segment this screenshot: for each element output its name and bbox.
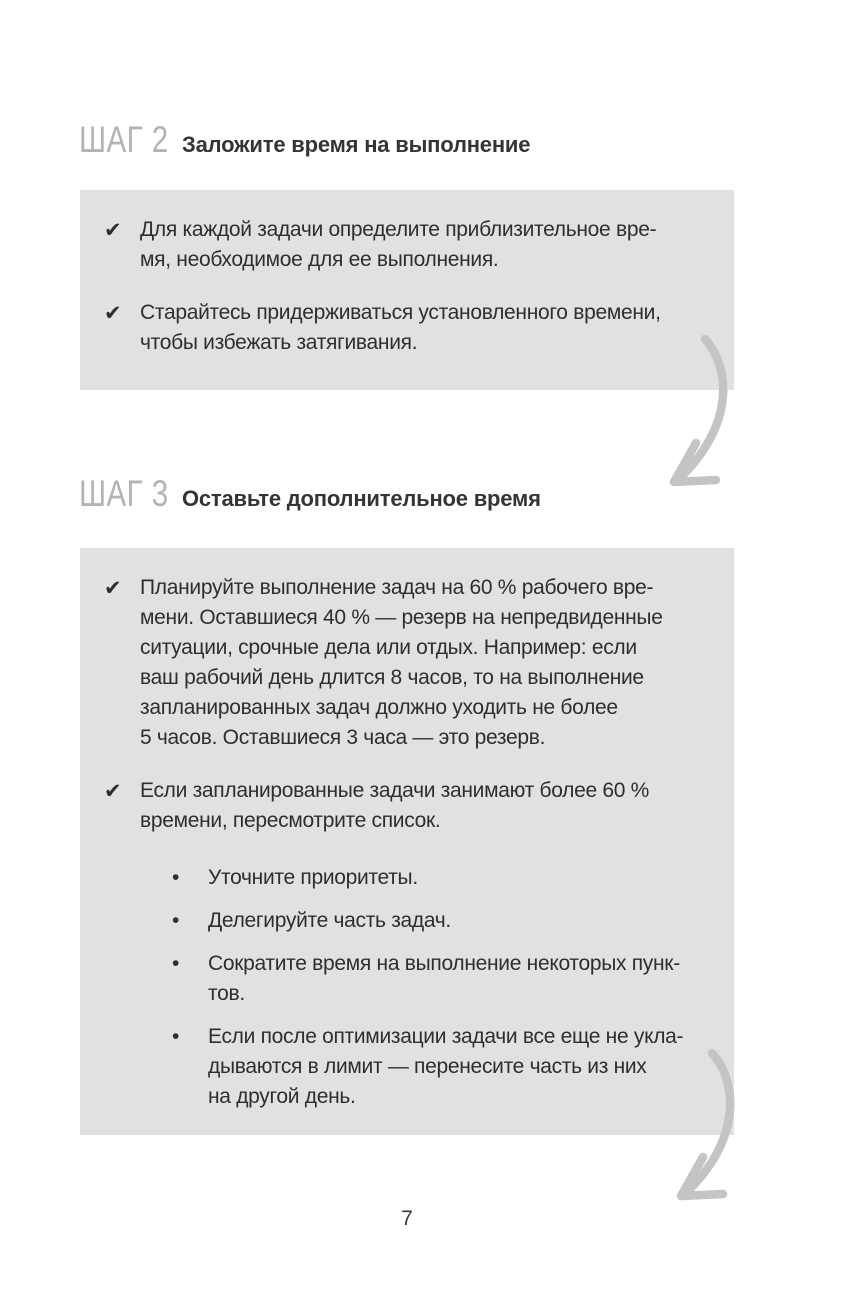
step-2-label: ШАГ 2: [79, 119, 169, 160]
check-item: ✔ Для каждой задачи определите приблизит…: [104, 215, 720, 275]
check-item-text: Для каждой задачи определите приблизител…: [140, 218, 657, 271]
check-item-text: Старайтесь придерживаться установленного…: [140, 301, 661, 354]
list-item: • Уточните приоритеты.: [172, 863, 720, 893]
sub-bullet-list: • Уточните приоритеты. • Делегируйте час…: [104, 863, 720, 1112]
step-3-label: ШАГ 3: [79, 473, 169, 514]
list-item: • Сократите время на выполнение некоторы…: [172, 949, 720, 1009]
curved-arrow-down-icon: [669, 334, 728, 487]
curved-arrow-down-icon: [676, 1048, 735, 1201]
step-3-title: Оставьте дополнительное время: [181, 486, 541, 511]
checkmark-icon: ✔: [104, 576, 122, 600]
step-3-heading: ШАГ 3 Оставьте дополнительное время: [79, 474, 541, 514]
check-item: ✔ Если запланированные задачи занимают б…: [104, 776, 720, 836]
list-item: • Если после оптимизации задачи все еще …: [172, 1022, 720, 1112]
check-item: ✔ Планируйте выполнение задач на 60 % ра…: [104, 573, 720, 753]
bullet-icon: •: [172, 866, 180, 889]
step-2-title: Заложите время на выполнение: [181, 132, 531, 157]
step-3-box: ✔ Планируйте выполнение задач на 60 % ра…: [80, 548, 734, 1135]
check-item-text: Планируйте выполнение задач на 60 % рабо…: [140, 576, 663, 749]
bullet-icon: •: [172, 1025, 180, 1048]
list-item-text: Сократите время на выполнение некоторых …: [208, 952, 680, 1005]
check-item-text: Если запланированные задачи занимают бол…: [140, 779, 650, 832]
bullet-icon: •: [172, 909, 180, 932]
list-item-text: Делегируйте часть задач.: [208, 909, 451, 932]
list-item-text: Если после оптимизации задачи все еще не…: [208, 1025, 684, 1108]
checkmark-icon: ✔: [104, 218, 122, 242]
list-item: • Делегируйте часть задач.: [172, 906, 720, 936]
page-number: 7: [401, 1207, 413, 1230]
list-item-text: Уточните приоритеты.: [208, 866, 418, 889]
checkmark-icon: ✔: [104, 779, 122, 803]
checkmark-icon: ✔: [104, 301, 122, 325]
bullet-icon: •: [172, 952, 180, 975]
step-2-heading: ШАГ 2 Заложите время на выполнение: [79, 120, 530, 160]
step-2-box: ✔ Для каждой задачи определите приблизит…: [80, 190, 734, 390]
check-item: ✔ Старайтесь придерживаться установленно…: [104, 298, 720, 358]
